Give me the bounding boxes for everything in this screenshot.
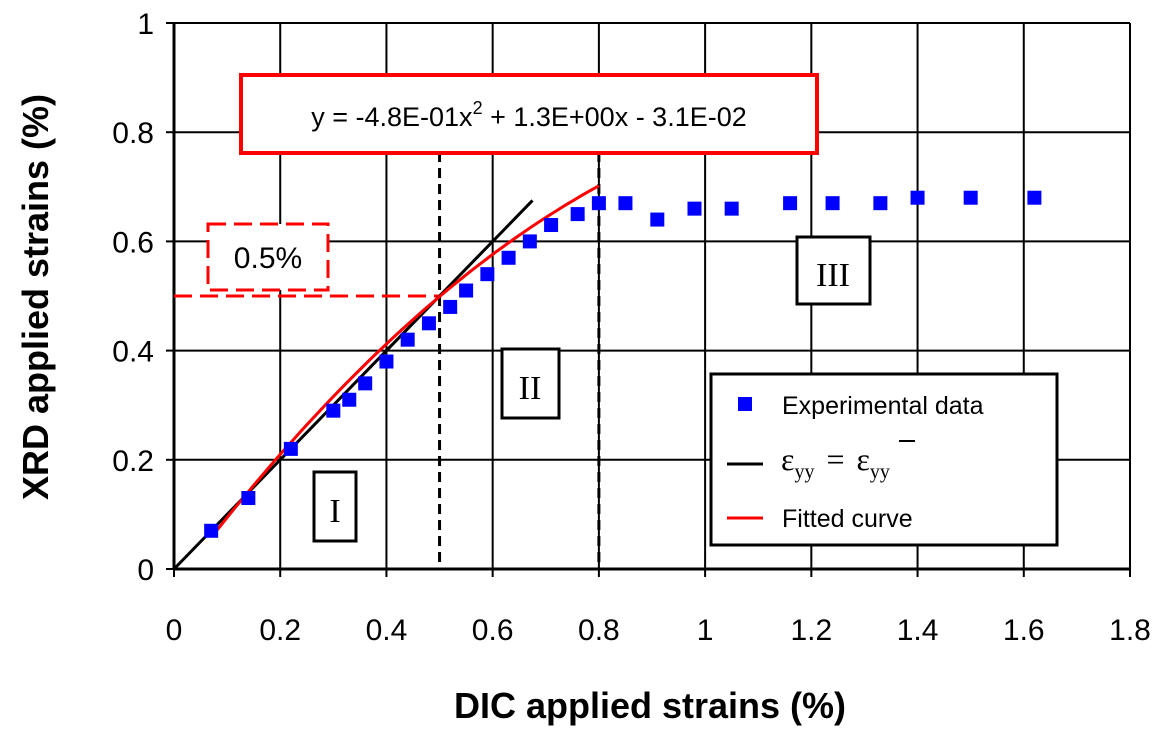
fitted-curve [215,184,600,532]
data-point [443,299,458,314]
equation-part-2: + 1.3E+00x - 3.1E-02 [483,102,747,132]
legend-label-identity: εyy = εyy [781,441,890,483]
legend-label-fitted: Fitted curve [782,505,913,533]
y-axis-title: XRD applied strains (%) [15,94,56,500]
x-tick-labels: 0 0.2 0.4 0.6 0.8 1 1.2 1.4 1.6 1.8 [166,614,1151,647]
x-tick-label: 0.4 [366,614,408,647]
data-point [283,441,298,456]
y-tick-label: 0 [137,554,154,587]
data-point [1027,190,1042,205]
experimental-markers [204,190,1042,538]
data-point [544,218,559,233]
data-point [783,196,798,211]
x-tick-label: 1.2 [790,614,832,647]
y-tick-label: 0.8 [112,117,154,150]
x-axis-title: DIC applied strains (%) [454,685,846,726]
data-point [326,403,341,418]
region-label-1: I [329,493,340,530]
x-tick-label: 0.8 [578,614,620,647]
equation-box [239,73,819,155]
region-label-3: III [816,257,850,294]
legend: Experimental data εyy = εyy Fitted curve [709,372,1059,547]
data-point [522,234,537,249]
x-tick-label: 1 [697,614,714,647]
region-box-2 [500,347,561,420]
data-point [241,491,256,506]
equation-superscript: 2 [473,98,483,118]
y-tick-label: 1 [137,8,154,41]
equation-part-1: y = -4.8E-01x [311,102,473,132]
data-point [618,196,633,211]
y-tick-label: 0.2 [112,445,154,478]
data-point [421,316,436,331]
data-point [873,196,888,211]
data-point [591,196,606,211]
x-tick-label: 1.8 [1109,614,1151,647]
data-point [963,190,978,205]
data-point [724,201,739,216]
region-dividers [438,152,601,569]
data-point [501,250,516,265]
y-tick-label: 0.4 [112,336,154,369]
threshold-label: 0.5% [234,242,302,275]
legend-label-experimental: Experimental data [782,392,984,420]
threshold-box [206,222,330,292]
x-tick-label: 0.2 [259,614,301,647]
y-tick-label: 0.6 [112,226,154,259]
data-point [825,196,840,211]
region-box-1 [312,470,358,543]
legend-frame [709,372,1059,547]
data-point [480,267,495,282]
data-point [358,376,373,391]
data-point [342,392,357,407]
data-point [379,354,394,369]
data-point [204,523,219,538]
x-tick-label: 1.4 [897,614,939,647]
equation-text: y = -4.8E-01x2 + 1.3E+00x - 3.1E-02 [311,98,747,132]
data-point [910,190,925,205]
data-point [687,201,702,216]
legend-marker-experimental [738,397,752,411]
data-point [459,283,474,298]
region-box-3 [795,235,872,306]
data-point [570,207,585,222]
x-tick-label: 1.6 [1003,614,1045,647]
data-point [400,332,415,347]
y-tick-labels: 0 0.2 0.4 0.6 0.8 1 [112,8,154,587]
x-tick-label: 0 [166,614,183,647]
region-label-2: II [519,370,542,407]
x-tick-label: 0.6 [472,614,514,647]
data-point [650,212,665,227]
